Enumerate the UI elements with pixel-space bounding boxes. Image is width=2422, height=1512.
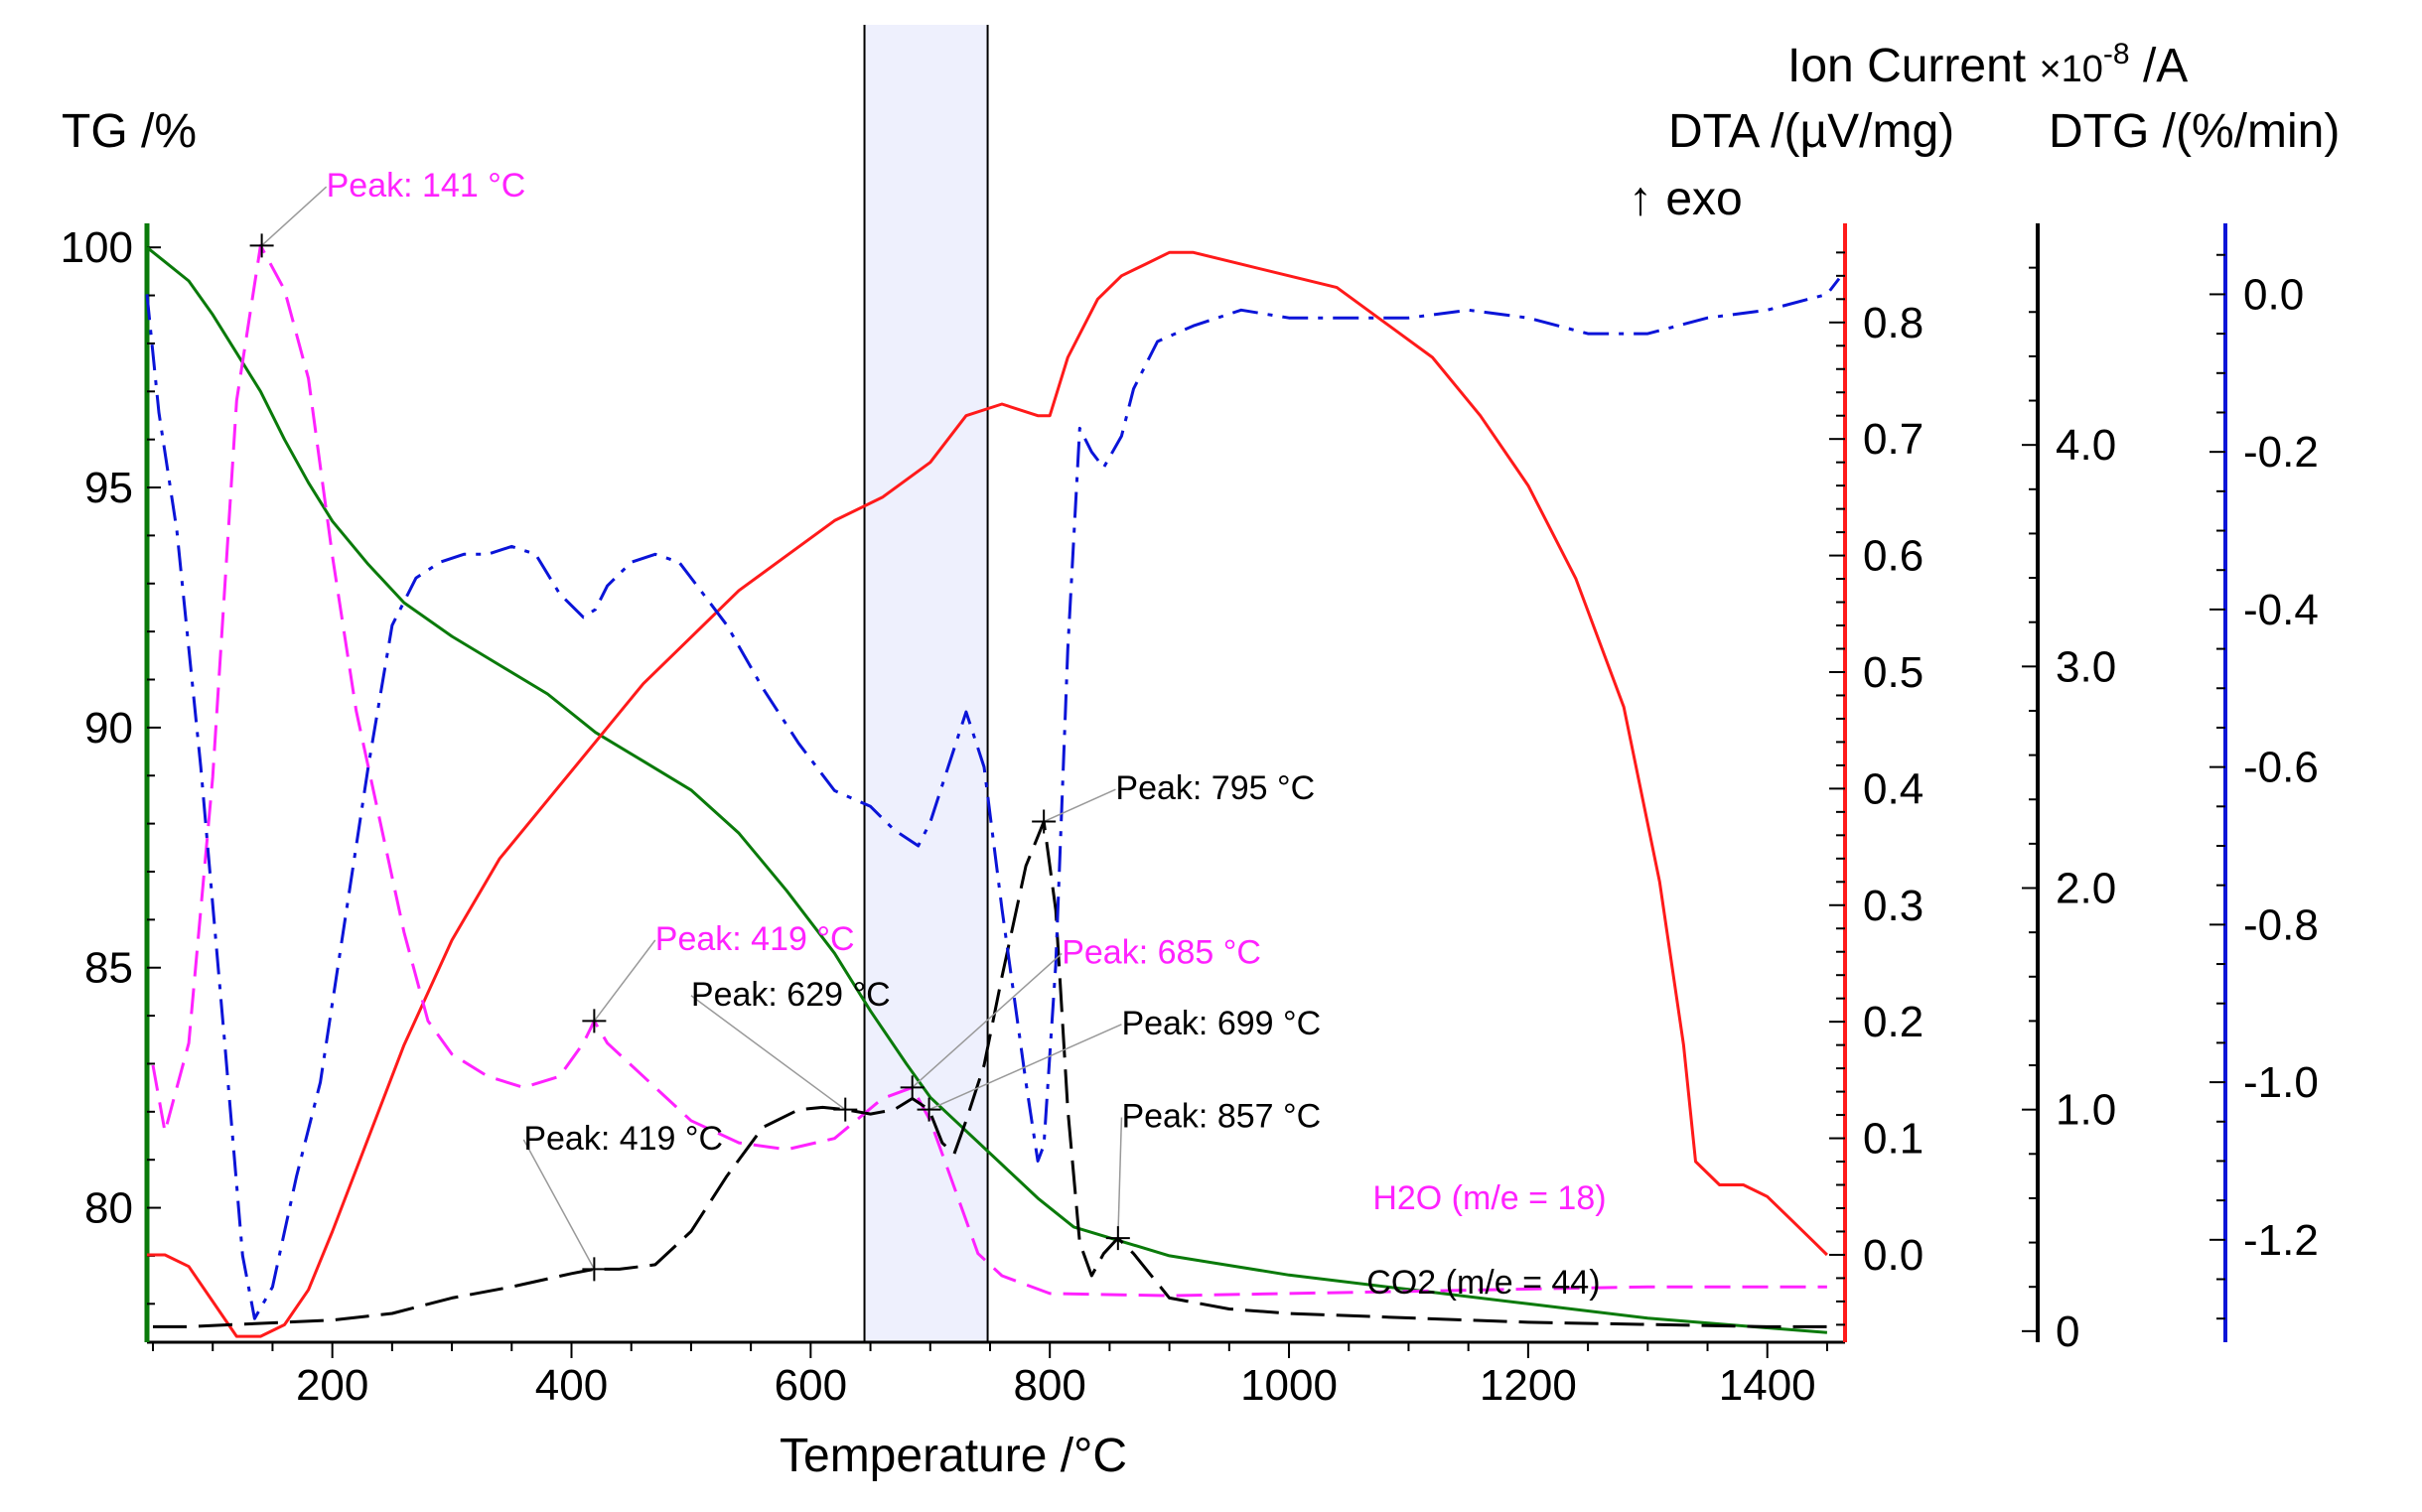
x-tick-label: 200 bbox=[296, 1361, 368, 1410]
dtg-tick-label: -0.8 bbox=[2243, 900, 2319, 949]
peak-leader-line bbox=[522, 1139, 596, 1270]
ion-tick-label: 4.0 bbox=[2056, 421, 2116, 470]
x-tick-label: 1000 bbox=[1240, 1361, 1338, 1410]
dtg-tick-label: -0.2 bbox=[2243, 428, 2319, 477]
peak-marker bbox=[582, 1257, 607, 1282]
dta-tick-label: 0.7 bbox=[1863, 415, 1923, 464]
highlight-band bbox=[864, 25, 988, 1342]
dta-axis-title: DTA /(µV/mg) bbox=[1668, 105, 1954, 158]
peak-leader-line bbox=[690, 995, 846, 1111]
peak-leader-line bbox=[593, 939, 656, 1022]
peak-label: Peak: 419 °C bbox=[655, 920, 855, 958]
dtg-axis-title: DTG /(%/min) bbox=[2049, 105, 2340, 158]
ion-tick-label: 2.0 bbox=[2056, 865, 2116, 913]
axis-layer: 200 400 600 800 1000 1200 1400 100 95 90 85 80 0.8 0.… bbox=[61, 223, 2319, 1410]
dtg-tick-label: -0.4 bbox=[2243, 586, 2319, 634]
peak-leader-line bbox=[1043, 788, 1116, 823]
x-tick-label: 800 bbox=[1013, 1361, 1085, 1410]
tg-tick-label: 80 bbox=[84, 1184, 133, 1233]
dtg-tick-label: 0.0 bbox=[2243, 270, 2304, 319]
peak-leader-line bbox=[261, 186, 328, 246]
peak-label: Peak: 795 °C bbox=[1115, 769, 1315, 807]
peak-marker bbox=[582, 1009, 607, 1033]
tg-tick-label: 100 bbox=[61, 223, 133, 272]
x-tick-label: 1200 bbox=[1480, 1361, 1577, 1410]
dta-tick-label: 0.3 bbox=[1863, 882, 1923, 930]
dtg-tick-label: -1.2 bbox=[2243, 1216, 2319, 1265]
dtg-tick-label: -1.0 bbox=[2243, 1058, 2319, 1107]
peak-marker bbox=[1105, 1226, 1130, 1251]
peak-marker bbox=[249, 233, 274, 258]
series-line-co2-m-e-44 bbox=[153, 820, 1827, 1328]
dta-tick-label: 0.6 bbox=[1863, 532, 1923, 581]
ion-tick-label: 1.0 bbox=[2056, 1086, 2116, 1135]
x-tick-label: 600 bbox=[775, 1361, 847, 1410]
series-line-dtg bbox=[145, 277, 1841, 1320]
tg-tick-label: 95 bbox=[84, 464, 133, 512]
peak-label: Peak: 419 °C bbox=[523, 1120, 723, 1158]
dta-tick-label: 0.8 bbox=[1863, 299, 1923, 347]
tg-tick-label: 90 bbox=[84, 704, 133, 753]
series-name-label: H2O (m/e = 18) bbox=[1372, 1179, 1606, 1217]
peak-leader-line bbox=[1117, 1117, 1123, 1239]
ion-current-axis-title: Ion Current ×10-8 /A bbox=[1787, 38, 2188, 92]
ion-exponent: -8 bbox=[2103, 38, 2130, 70]
dta-tick-label: 0.4 bbox=[1863, 764, 1923, 813]
peak-marker bbox=[1032, 809, 1057, 834]
peak-label: Peak: 699 °C bbox=[1121, 1005, 1321, 1042]
dta-tick-label: 0.0 bbox=[1863, 1231, 1923, 1280]
series-line-h2o-m-e-18 bbox=[151, 243, 1827, 1298]
annotation-layer: H2O (m/e = 18) CO2 (m/e = 44) Peak: 141 °C… bbox=[249, 167, 1607, 1302]
peak-label: Peak: 629 °C bbox=[691, 976, 891, 1014]
series-layer bbox=[145, 243, 1841, 1338]
peak-marker bbox=[917, 1097, 941, 1122]
peak-leader-line bbox=[928, 1024, 1122, 1111]
dta-tick-label: 0.2 bbox=[1863, 998, 1923, 1046]
peak-label: Peak: 141 °C bbox=[327, 167, 526, 205]
highlight-band-layer bbox=[863, 25, 989, 1342]
peak-label: Peak: 857 °C bbox=[1121, 1098, 1321, 1136]
x-tick-label: 1400 bbox=[1719, 1361, 1816, 1410]
ion-tick-label: 0 bbox=[2056, 1307, 2079, 1356]
ion-unit: /A bbox=[2130, 40, 2189, 92]
dta-tick-label: 0.5 bbox=[1863, 648, 1923, 697]
tg-axis-title: TG /% bbox=[62, 105, 197, 158]
peak-label: Peak: 685 °C bbox=[1062, 933, 1261, 971]
ion-tick-label: 3.0 bbox=[2056, 642, 2116, 691]
peak-marker bbox=[900, 1075, 925, 1100]
series-line-dta bbox=[147, 250, 1828, 1338]
dtg-tick-label: -0.6 bbox=[2243, 744, 2319, 792]
series-line-tg bbox=[146, 246, 1828, 1334]
peak-marker bbox=[833, 1097, 858, 1122]
ion-multiplier: ×10 bbox=[2039, 49, 2102, 90]
series-name-label: CO2 (m/e = 44) bbox=[1366, 1264, 1600, 1302]
x-axis-title: Temperature /°C bbox=[780, 1430, 1127, 1482]
exo-direction-label: ↑ exo bbox=[1629, 173, 1743, 225]
dta-tick-label: 0.1 bbox=[1863, 1115, 1923, 1164]
x-tick-label: 400 bbox=[535, 1361, 608, 1410]
peak-leader-line bbox=[912, 952, 1063, 1088]
tg-tick-label: 85 bbox=[84, 944, 133, 993]
